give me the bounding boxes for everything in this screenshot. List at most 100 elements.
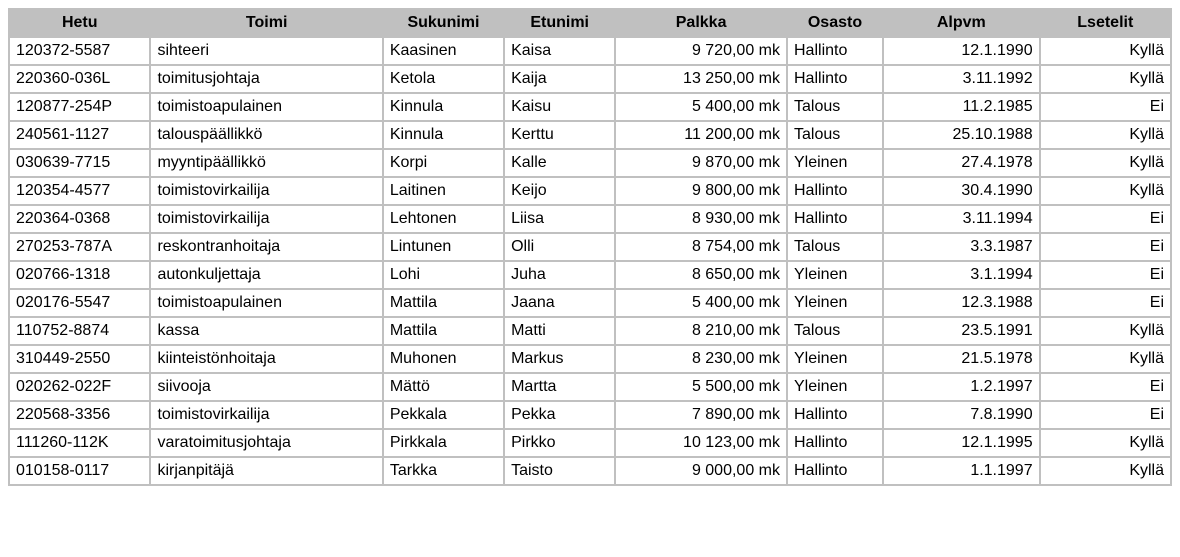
cell-hetu: 120354-4577 [9, 177, 150, 205]
cell-palkka: 8 210,00 mk [615, 317, 787, 345]
cell-sukunimi: Pirkkala [383, 429, 504, 457]
cell-etunimi: Pekka [504, 401, 615, 429]
cell-hetu: 240561-1127 [9, 121, 150, 149]
cell-sukunimi: Lehtonen [383, 205, 504, 233]
cell-sukunimi: Korpi [383, 149, 504, 177]
cell-palkka: 9 000,00 mk [615, 457, 787, 485]
cell-etunimi: Kaisu [504, 93, 615, 121]
cell-palkka: 8 650,00 mk [615, 261, 787, 289]
cell-etunimi: Kerttu [504, 121, 615, 149]
cell-osasto: Talous [787, 93, 883, 121]
cell-sukunimi: Kinnula [383, 93, 504, 121]
cell-palkka: 8 230,00 mk [615, 345, 787, 373]
cell-lsetelit: Kyllä [1040, 317, 1171, 345]
cell-lsetelit: Kyllä [1040, 149, 1171, 177]
cell-sukunimi: Lohi [383, 261, 504, 289]
cell-alpvm: 3.1.1994 [883, 261, 1040, 289]
cell-alpvm: 23.5.1991 [883, 317, 1040, 345]
cell-palkka: 8 754,00 mk [615, 233, 787, 261]
table-row: 120372-5587sihteeriKaasinenKaisa9 720,00… [9, 37, 1171, 65]
cell-alpvm: 3.11.1992 [883, 65, 1040, 93]
cell-sukunimi: Pekkala [383, 401, 504, 429]
cell-hetu: 120877-254P [9, 93, 150, 121]
cell-toimi: sihteeri [150, 37, 382, 65]
cell-osasto: Yleinen [787, 345, 883, 373]
cell-etunimi: Juha [504, 261, 615, 289]
cell-etunimi: Pirkko [504, 429, 615, 457]
cell-osasto: Hallinto [787, 37, 883, 65]
cell-sukunimi: Mattila [383, 317, 504, 345]
cell-toimi: kirjanpitäjä [150, 457, 382, 485]
cell-toimi: varatoimitusjohtaja [150, 429, 382, 457]
cell-lsetelit: Ei [1040, 93, 1171, 121]
cell-palkka: 7 890,00 mk [615, 401, 787, 429]
cell-hetu: 310449-2550 [9, 345, 150, 373]
cell-palkka: 5 500,00 mk [615, 373, 787, 401]
table-row: 220568-3356toimistovirkailijaPekkalaPekk… [9, 401, 1171, 429]
cell-alpvm: 21.5.1978 [883, 345, 1040, 373]
cell-sukunimi: Tarkka [383, 457, 504, 485]
cell-alpvm: 11.2.1985 [883, 93, 1040, 121]
cell-etunimi: Markus [504, 345, 615, 373]
cell-etunimi: Liisa [504, 205, 615, 233]
cell-lsetelit: Ei [1040, 289, 1171, 317]
col-header-hetu: Hetu [9, 9, 150, 37]
cell-osasto: Yleinen [787, 289, 883, 317]
cell-etunimi: Martta [504, 373, 615, 401]
cell-alpvm: 1.2.1997 [883, 373, 1040, 401]
cell-toimi: talouspäällikkö [150, 121, 382, 149]
cell-alpvm: 27.4.1978 [883, 149, 1040, 177]
col-header-alpvm: Alpvm [883, 9, 1040, 37]
table-row: 110752-8874kassaMattilaMatti8 210,00 mkT… [9, 317, 1171, 345]
cell-lsetelit: Ei [1040, 233, 1171, 261]
cell-palkka: 9 870,00 mk [615, 149, 787, 177]
table-row: 020262-022FsiivoojaMättöMartta5 500,00 m… [9, 373, 1171, 401]
cell-toimi: kassa [150, 317, 382, 345]
cell-toimi: siivooja [150, 373, 382, 401]
cell-hetu: 220360-036L [9, 65, 150, 93]
table-row: 020766-1318autonkuljettajaLohiJuha8 650,… [9, 261, 1171, 289]
cell-osasto: Hallinto [787, 457, 883, 485]
table-row: 270253-787AreskontranhoitajaLintunenOlli… [9, 233, 1171, 261]
cell-sukunimi: Kaasinen [383, 37, 504, 65]
cell-toimi: toimitusjohtaja [150, 65, 382, 93]
table-row: 010158-0117kirjanpitäjäTarkkaTaisto9 000… [9, 457, 1171, 485]
cell-sukunimi: Laitinen [383, 177, 504, 205]
table-row: 120877-254PtoimistoapulainenKinnulaKaisu… [9, 93, 1171, 121]
cell-hetu: 270253-787A [9, 233, 150, 261]
cell-palkka: 9 800,00 mk [615, 177, 787, 205]
cell-etunimi: Olli [504, 233, 615, 261]
table-row: 240561-1127talouspäällikköKinnulaKerttu1… [9, 121, 1171, 149]
cell-hetu: 111260-112K [9, 429, 150, 457]
cell-alpvm: 25.10.1988 [883, 121, 1040, 149]
table-row: 020176-5547toimistoapulainenMattilaJaana… [9, 289, 1171, 317]
cell-osasto: Yleinen [787, 373, 883, 401]
col-header-toimi: Toimi [150, 9, 382, 37]
col-header-etunimi: Etunimi [504, 9, 615, 37]
table-header-row: Hetu Toimi Sukunimi Etunimi Palkka Osast… [9, 9, 1171, 37]
cell-osasto: Hallinto [787, 205, 883, 233]
cell-palkka: 10 123,00 mk [615, 429, 787, 457]
cell-palkka: 5 400,00 mk [615, 93, 787, 121]
cell-etunimi: Kaisa [504, 37, 615, 65]
cell-palkka: 9 720,00 mk [615, 37, 787, 65]
cell-etunimi: Matti [504, 317, 615, 345]
table-row: 310449-2550kiinteistönhoitajaMuhonenMark… [9, 345, 1171, 373]
cell-alpvm: 3.3.1987 [883, 233, 1040, 261]
cell-etunimi: Taisto [504, 457, 615, 485]
cell-toimi: toimistoapulainen [150, 289, 382, 317]
table-row: 220364-0368toimistovirkailijaLehtonenLii… [9, 205, 1171, 233]
cell-hetu: 010158-0117 [9, 457, 150, 485]
cell-osasto: Talous [787, 121, 883, 149]
cell-palkka: 13 250,00 mk [615, 65, 787, 93]
col-header-osasto: Osasto [787, 9, 883, 37]
cell-lsetelit: Kyllä [1040, 457, 1171, 485]
cell-toimi: toimistoapulainen [150, 93, 382, 121]
cell-toimi: toimistovirkailija [150, 177, 382, 205]
cell-etunimi: Kalle [504, 149, 615, 177]
cell-osasto: Hallinto [787, 177, 883, 205]
cell-toimi: toimistovirkailija [150, 401, 382, 429]
cell-lsetelit: Ei [1040, 401, 1171, 429]
cell-lsetelit: Kyllä [1040, 65, 1171, 93]
cell-lsetelit: Ei [1040, 261, 1171, 289]
